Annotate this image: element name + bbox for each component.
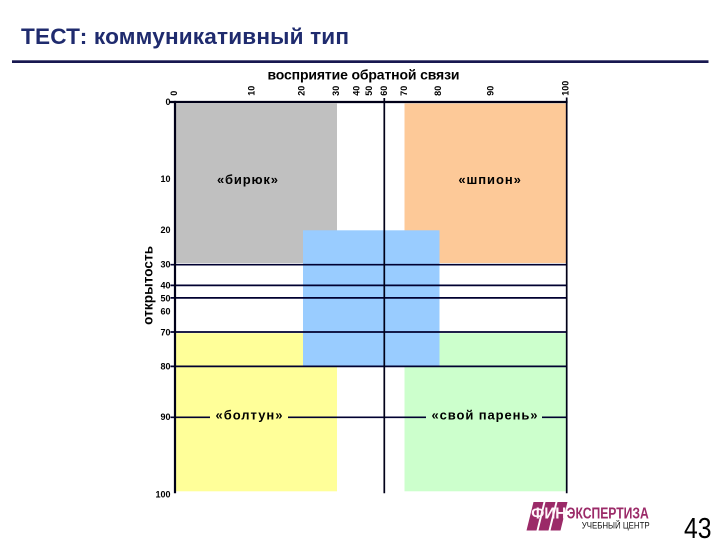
svg-text:«шпион»: «шпион» — [458, 172, 520, 187]
svg-text:УЧЕБНЫЙ ЦЕНТР: УЧЕБНЫЙ ЦЕНТР — [582, 520, 650, 531]
svg-text:0: 0 — [165, 97, 170, 107]
svg-text:43: 43 — [684, 513, 712, 540]
svg-text:100: 100 — [560, 81, 570, 96]
svg-text:60: 60 — [160, 306, 170, 316]
svg-text:40: 40 — [352, 86, 362, 96]
svg-text:«болтун»: «болтун» — [216, 407, 283, 422]
svg-text:90: 90 — [485, 86, 495, 96]
svg-text:20: 20 — [160, 225, 170, 235]
svg-text:40: 40 — [160, 281, 170, 291]
svg-text:10: 10 — [246, 86, 256, 96]
svg-text:ТЕСТ: коммуникативный тип: ТЕСТ: коммуникативный тип — [21, 24, 349, 49]
svg-text:0: 0 — [169, 91, 179, 96]
svg-text:открытость: открытость — [140, 246, 155, 325]
svg-text:70: 70 — [399, 86, 409, 96]
svg-text:60: 60 — [379, 86, 389, 96]
svg-text:70: 70 — [160, 327, 170, 337]
svg-text:«свой парень»: «свой парень» — [432, 407, 538, 422]
svg-text:восприятие обратной связи: восприятие обратной связи — [268, 67, 460, 83]
svg-text:30: 30 — [160, 259, 170, 269]
svg-text:50: 50 — [364, 86, 374, 96]
svg-text:«бирюк»: «бирюк» — [217, 172, 278, 187]
svg-text:80: 80 — [433, 86, 443, 96]
svg-text:ЭКСПЕРТИЗА: ЭКСПЕРТИЗА — [567, 506, 649, 523]
svg-text:10: 10 — [160, 174, 170, 184]
svg-text:90: 90 — [160, 412, 170, 422]
svg-text:100: 100 — [155, 489, 170, 499]
svg-text:20: 20 — [296, 86, 306, 96]
svg-text:50: 50 — [160, 293, 170, 303]
svg-text:80: 80 — [160, 362, 170, 372]
svg-text:ФИН: ФИН — [531, 506, 566, 523]
svg-text:30: 30 — [331, 86, 341, 96]
